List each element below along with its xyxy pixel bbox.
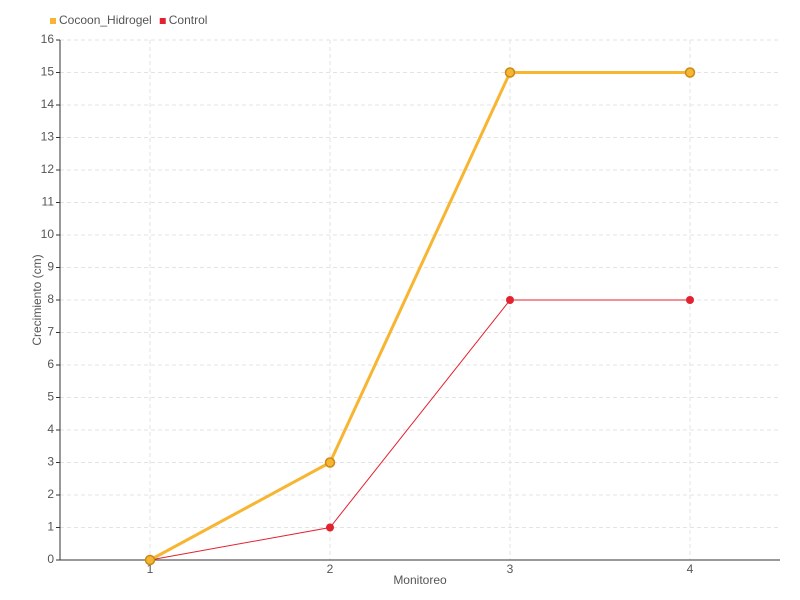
series-point	[144, 554, 156, 566]
y-tick-label: 11	[42, 195, 55, 209]
y-tick-label: 16	[41, 32, 55, 46]
legend-swatch	[159, 18, 166, 24]
series-point	[684, 67, 696, 78]
y-tick-label: 14	[41, 97, 55, 111]
y-tick-label: 3	[47, 455, 54, 469]
legend-label: Control	[169, 13, 208, 27]
x-axis-label: Monitoreo	[393, 573, 447, 587]
y-tick-label: 8	[47, 292, 54, 306]
series-point	[686, 296, 694, 304]
y-tick-label: 4	[47, 422, 54, 436]
y-tick-label: 12	[41, 162, 55, 176]
x-tick-label: 4	[687, 562, 694, 576]
series-point	[506, 296, 514, 304]
y-tick-label: 2	[47, 487, 54, 501]
y-tick-label: 6	[47, 357, 54, 371]
legend-label: Cocoon_Hidrogel	[59, 13, 152, 27]
y-tick-label: 15	[41, 65, 55, 79]
series-point	[326, 523, 334, 532]
y-tick-label: 13	[41, 130, 55, 144]
y-tick-label: 10	[41, 227, 55, 241]
series-line	[149, 71, 690, 562]
y-tick-label: 0	[47, 552, 54, 566]
y-tick-label: 7	[47, 325, 54, 339]
y-tick-label: 9	[47, 260, 54, 274]
x-tick-label: 3	[507, 562, 514, 576]
legend-swatch	[50, 18, 56, 24]
series-point	[324, 457, 336, 468]
series-line	[149, 299, 690, 561]
x-tick-label: 2	[327, 562, 334, 576]
series-point	[504, 67, 516, 78]
x-tick-label: 1	[147, 562, 154, 576]
y-axis-label: Crecimiento (cm)	[30, 254, 44, 345]
y-tick-label: 1	[47, 520, 54, 534]
y-tick-label: 5	[47, 390, 54, 404]
